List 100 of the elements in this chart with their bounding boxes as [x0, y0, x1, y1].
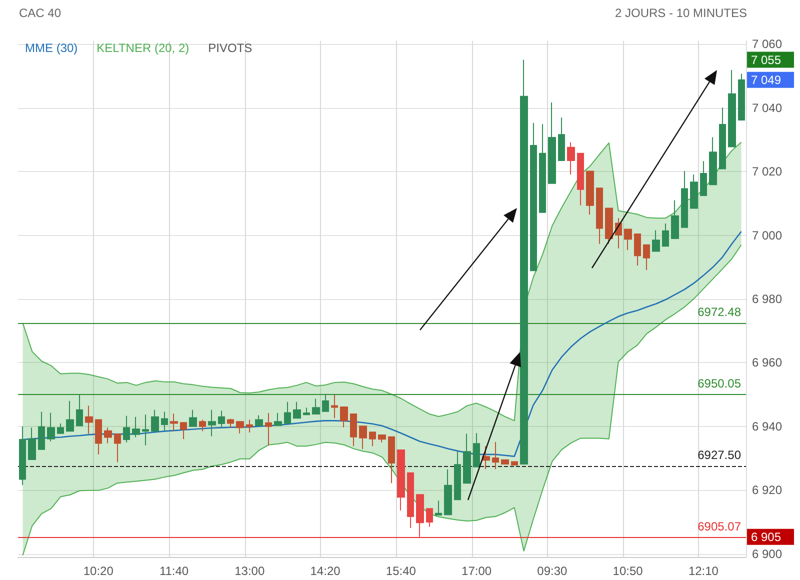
candlestick — [66, 400, 74, 432]
candlestick — [274, 412, 282, 426]
y-tick-label: 7 000 — [752, 228, 782, 242]
candlestick — [47, 412, 55, 442]
candlestick — [322, 393, 329, 412]
candlestick — [586, 170, 594, 216]
candlestick — [634, 234, 641, 266]
candlestick — [369, 432, 376, 447]
line-series — [22, 142, 742, 422]
x-tick-label: 14:20 — [310, 564, 341, 578]
candlestick — [170, 413, 178, 432]
x-tick-label: 13:00 — [234, 564, 265, 578]
candlestick — [681, 170, 688, 228]
candlestick — [38, 411, 45, 450]
x-tick-label: 17:00 — [462, 564, 492, 578]
x-tick-label: 10:50 — [612, 564, 644, 578]
text: KELTNER (20, 2) — [96, 41, 190, 55]
candlestick — [57, 423, 64, 434]
candlestick — [530, 122, 537, 272]
candlestick — [293, 401, 301, 419]
chart-subtitle: 2 JOURS - 10 MINUTES — [614, 6, 748, 20]
candlestick — [511, 461, 518, 466]
x-tick-label: 09:30 — [537, 564, 568, 578]
candlestick — [331, 394, 338, 419]
candlestick — [605, 208, 613, 244]
candlestick — [520, 59, 528, 464]
candlestick — [151, 409, 159, 432]
ref-line-label: 6972.48 — [698, 304, 742, 319]
candlestick — [246, 419, 253, 433]
candlestick — [265, 412, 272, 446]
candlestick — [388, 436, 395, 484]
candlestick — [114, 434, 121, 463]
candlestick — [340, 406, 348, 428]
candlestick — [501, 459, 509, 464]
candlestick — [208, 409, 216, 437]
candlestick — [416, 494, 424, 538]
candlestick — [85, 405, 93, 434]
ref-line-label: 6905.07 — [698, 520, 742, 534]
candlestick — [95, 419, 102, 455]
candlestick — [359, 426, 367, 450]
candlestick — [558, 116, 565, 161]
candlestick — [350, 413, 357, 447]
candlestick — [180, 422, 187, 440]
x-tick-label: 12:10 — [688, 564, 719, 578]
candlestick — [473, 432, 480, 468]
candlestick — [378, 434, 386, 443]
candlestick — [738, 73, 745, 120]
candlestick — [539, 124, 546, 213]
y-tick-label: 7 060 — [752, 37, 782, 52]
y-tick-label: 6 980 — [752, 292, 782, 306]
candlestick — [662, 223, 669, 247]
candlestick — [624, 228, 632, 250]
candlestick — [709, 136, 717, 186]
candlestick — [492, 442, 499, 470]
candlestick — [643, 244, 650, 271]
text: 7 055 — [751, 52, 782, 67]
candlestick — [218, 410, 225, 428]
candlestick — [236, 421, 244, 434]
candlestick — [577, 152, 584, 206]
candlestick — [132, 416, 140, 438]
y-tick-label: 6 920 — [752, 483, 782, 498]
candlestick — [76, 394, 83, 426]
candlestick — [227, 418, 234, 428]
candlestick — [482, 446, 490, 470]
candlestick — [123, 415, 130, 443]
candlestick — [719, 107, 726, 170]
candlestick — [19, 426, 26, 486]
candlestick — [407, 472, 414, 529]
candlestick — [671, 200, 679, 239]
candlestick — [728, 69, 736, 148]
y-tick-label: 6 900 — [752, 546, 782, 561]
x-tick-label: 10:20 — [83, 564, 114, 578]
candlestick — [444, 468, 452, 516]
y-tick-label: 6 940 — [752, 419, 782, 434]
candlestick — [142, 414, 149, 446]
candlestick — [567, 142, 575, 175]
candlestick — [199, 419, 206, 432]
y-tick-label: 6 960 — [752, 356, 782, 370]
ref-line-label: 6927.50 — [698, 448, 742, 462]
candlestick — [435, 500, 442, 516]
chart-title: CAC 40 — [19, 6, 62, 20]
candlestick — [303, 407, 310, 416]
candlestick — [454, 450, 461, 500]
text: MME (30) — [25, 41, 78, 55]
candlestick — [104, 427, 112, 444]
candlestick — [255, 414, 263, 426]
candlestick — [426, 508, 433, 528]
candlestick — [28, 427, 36, 460]
candlestick — [548, 102, 556, 184]
y-tick-label: 7 040 — [752, 100, 782, 115]
x-tick-label: 11:40 — [159, 564, 189, 578]
candlestick — [189, 409, 197, 427]
text: 7 049 — [751, 72, 782, 87]
y-tick-label: 7 020 — [752, 164, 782, 179]
x-tick-label: 15:40 — [386, 564, 416, 578]
candlestick — [596, 188, 603, 244]
candlestick — [463, 433, 471, 484]
candlestick — [397, 449, 405, 511]
ref-line-label: 6950.05 — [698, 376, 742, 390]
line-series — [22, 244, 742, 556]
